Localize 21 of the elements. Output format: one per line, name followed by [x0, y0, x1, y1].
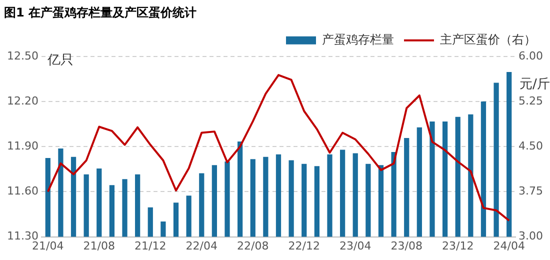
legend-label: 主产区蛋价（右） — [440, 32, 536, 47]
x-tick-label: 23/12 — [442, 239, 474, 252]
x-tick-label: 21/12 — [134, 239, 166, 252]
y2-axis-title: 元/斤 — [520, 76, 550, 92]
y2-tick-label: 4.50 — [518, 139, 544, 152]
x-tick-label: 23/04 — [340, 239, 372, 252]
x-tick-label: 22/08 — [237, 239, 269, 252]
chart-title: 图1 在产蛋鸡存栏量及产区蛋价统计 — [4, 5, 197, 20]
y2-tick-label: 6.00 — [518, 49, 544, 62]
y-tick-label: 12.50 — [6, 49, 38, 62]
x-tick-label: 22/12 — [288, 239, 320, 252]
y-tick-label: 11.90 — [6, 139, 38, 152]
y2-tick-label: 3.75 — [518, 184, 544, 198]
y-axis-title: 亿只 — [46, 52, 74, 68]
x-tick-label: 22/04 — [186, 239, 218, 252]
y-tick-label: 12.20 — [6, 94, 38, 108]
x-tick-label: 21/08 — [83, 239, 115, 252]
legend-label: 产蛋鸡存栏量 — [322, 32, 394, 47]
y2-tick-label: 5.25 — [518, 94, 544, 108]
x-tick-label: 23/08 — [390, 239, 422, 252]
y-tick-label: 11.60 — [6, 184, 38, 198]
